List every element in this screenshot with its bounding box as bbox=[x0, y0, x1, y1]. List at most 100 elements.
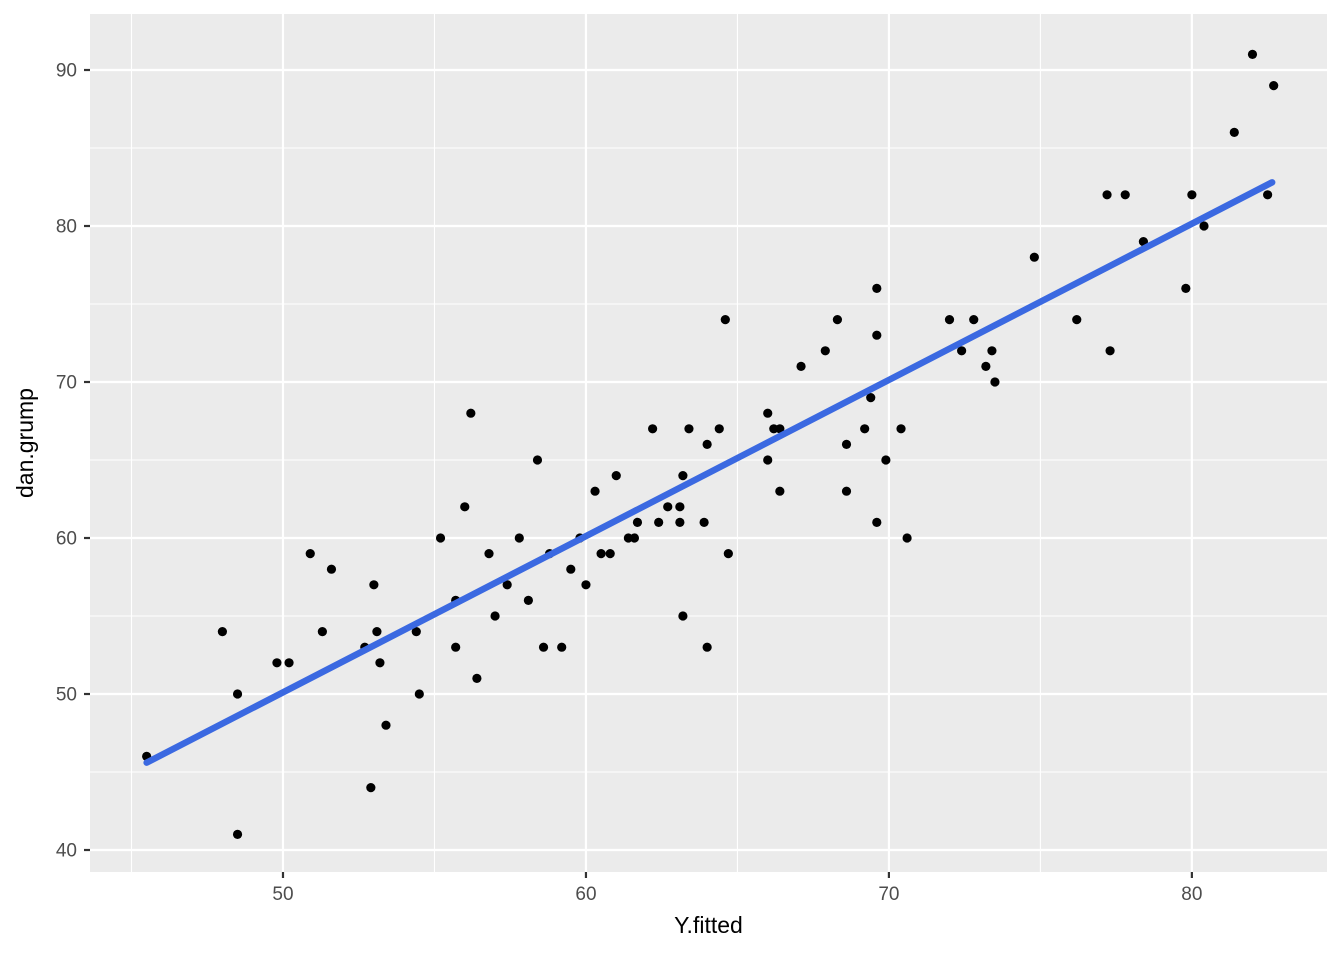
y-axis-tick-label: 80 bbox=[56, 217, 77, 238]
data-point bbox=[987, 346, 997, 356]
data-point bbox=[1269, 81, 1279, 91]
data-point bbox=[763, 455, 773, 465]
data-point bbox=[866, 393, 876, 403]
data-point bbox=[872, 517, 882, 528]
data-point bbox=[381, 720, 391, 730]
data-point bbox=[372, 627, 382, 637]
data-point bbox=[557, 642, 567, 652]
data-point bbox=[466, 408, 476, 418]
data-point bbox=[581, 580, 591, 590]
data-point bbox=[648, 424, 658, 434]
data-point bbox=[1263, 190, 1273, 200]
data-point bbox=[872, 283, 882, 294]
data-point bbox=[305, 549, 315, 559]
data-point bbox=[775, 486, 785, 496]
data-point bbox=[675, 502, 685, 512]
data-point bbox=[1199, 221, 1209, 231]
x-axis-title: Y.fitted bbox=[674, 912, 743, 938]
data-point bbox=[272, 658, 282, 668]
data-point bbox=[796, 361, 806, 372]
data-point bbox=[523, 595, 533, 606]
data-point bbox=[629, 533, 640, 543]
data-point bbox=[702, 642, 712, 652]
data-point bbox=[714, 424, 724, 434]
data-point bbox=[490, 611, 500, 621]
data-point bbox=[969, 315, 979, 325]
data-point bbox=[284, 658, 294, 668]
data-point bbox=[590, 486, 600, 496]
data-point bbox=[1247, 49, 1258, 60]
data-point bbox=[369, 580, 379, 590]
grid-major bbox=[90, 14, 1327, 872]
data-point bbox=[699, 517, 709, 528]
data-point bbox=[678, 611, 688, 621]
grid-minor bbox=[90, 14, 1327, 872]
data-point bbox=[502, 580, 512, 590]
data-point bbox=[632, 517, 643, 528]
data-point bbox=[1072, 315, 1082, 325]
data-point bbox=[538, 642, 549, 652]
x-axis-tick-label: 70 bbox=[878, 884, 899, 905]
data-point bbox=[375, 658, 385, 668]
axis-tick-marks bbox=[84, 68, 1193, 878]
data-point bbox=[326, 564, 337, 574]
data-point bbox=[944, 315, 955, 325]
data-point bbox=[232, 689, 243, 699]
y-axis-tick-label: 90 bbox=[56, 61, 77, 82]
data-point bbox=[832, 315, 843, 325]
data-point bbox=[611, 471, 621, 481]
data-point bbox=[460, 502, 470, 512]
data-point bbox=[820, 346, 830, 356]
data-point bbox=[411, 627, 421, 637]
data-point bbox=[217, 627, 227, 637]
data-point bbox=[957, 346, 967, 356]
data-point bbox=[872, 330, 882, 340]
data-point bbox=[484, 549, 494, 559]
data-point bbox=[663, 502, 673, 512]
y-axis-title-text: dan.grump bbox=[12, 388, 38, 498]
data-point bbox=[414, 689, 424, 699]
data-point bbox=[720, 315, 730, 325]
data-point bbox=[1029, 252, 1039, 262]
data-point bbox=[841, 486, 852, 496]
data-point bbox=[684, 424, 694, 434]
data-point bbox=[896, 424, 906, 434]
axis-tick-labels: 50 60 70 80 40 50 60 70 80 90 bbox=[56, 61, 1203, 905]
data-point bbox=[881, 455, 891, 465]
data-point bbox=[1187, 190, 1197, 200]
y-axis-tick-label: 60 bbox=[56, 529, 77, 550]
data-point bbox=[605, 549, 615, 559]
data-point bbox=[902, 533, 912, 543]
data-points bbox=[142, 49, 1279, 840]
x-axis-tick-label: 80 bbox=[1181, 884, 1202, 905]
data-point bbox=[532, 455, 543, 465]
data-point bbox=[763, 408, 773, 418]
regression-line bbox=[143, 179, 1276, 766]
data-point bbox=[675, 517, 685, 528]
data-point bbox=[981, 361, 991, 372]
data-point bbox=[723, 549, 733, 559]
y-axis-tick-label: 70 bbox=[56, 373, 77, 394]
data-point bbox=[654, 517, 664, 528]
data-point bbox=[1229, 127, 1239, 138]
data-point bbox=[775, 424, 785, 434]
data-point bbox=[232, 829, 243, 840]
data-point bbox=[317, 627, 327, 637]
data-point bbox=[472, 673, 482, 684]
data-point bbox=[702, 439, 712, 450]
data-point bbox=[435, 533, 446, 543]
data-point bbox=[514, 533, 524, 543]
data-point bbox=[566, 564, 576, 574]
y-axis-tick-label: 40 bbox=[56, 841, 77, 862]
data-point bbox=[1105, 346, 1115, 356]
data-point bbox=[990, 377, 1000, 387]
data-point bbox=[841, 439, 852, 450]
x-axis-tick-label: 50 bbox=[272, 884, 293, 905]
data-point bbox=[596, 549, 606, 559]
data-point bbox=[1120, 190, 1130, 200]
data-point bbox=[678, 471, 688, 481]
data-point bbox=[860, 424, 870, 434]
data-point bbox=[1102, 190, 1112, 200]
